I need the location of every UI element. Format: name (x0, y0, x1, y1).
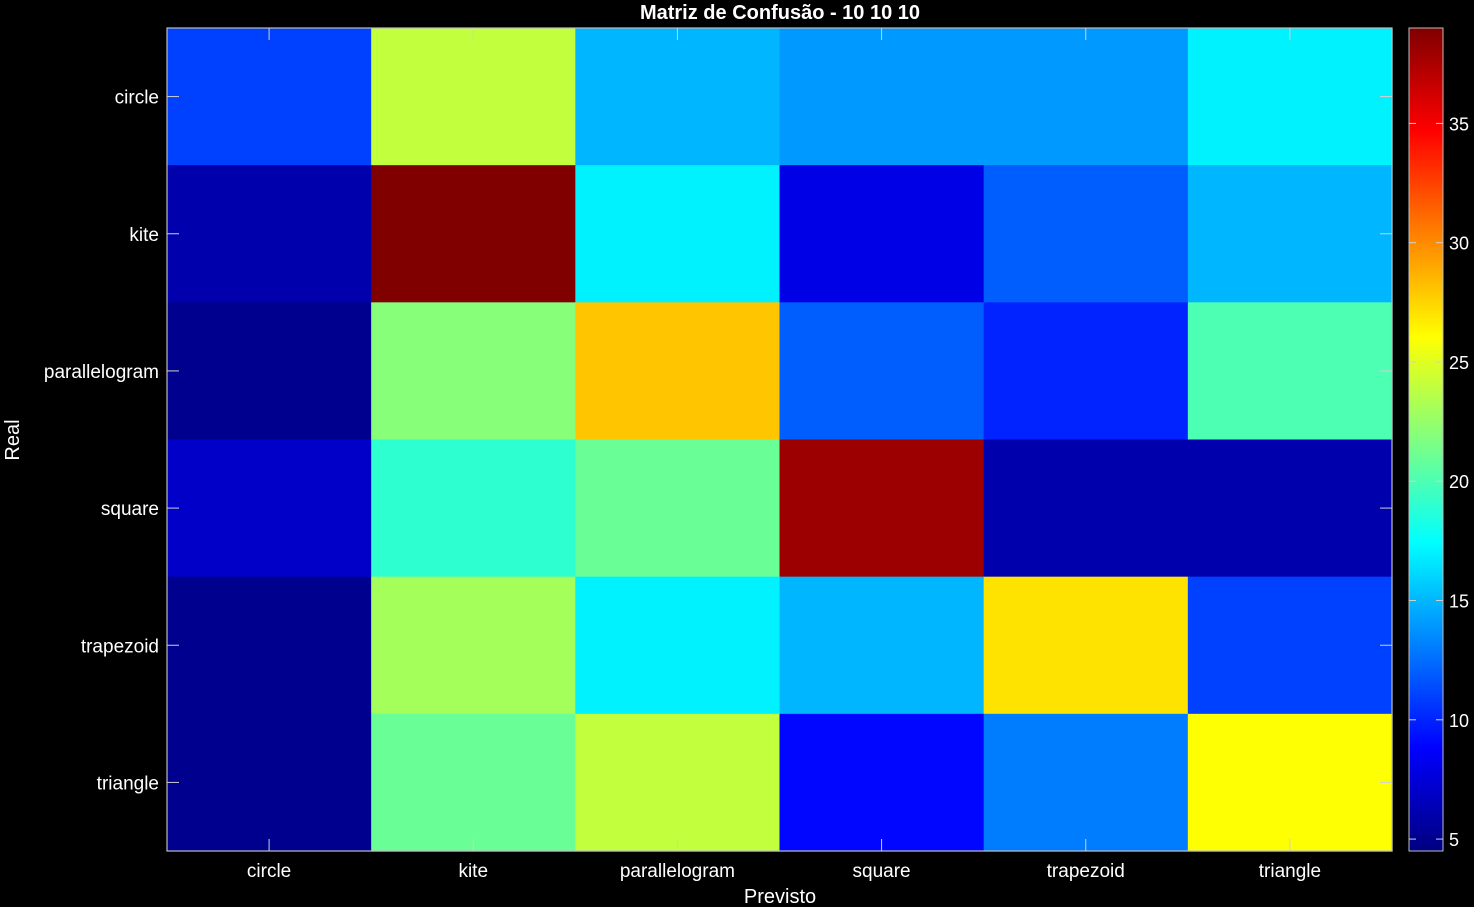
heatmap-cell (575, 576, 781, 715)
heatmap-cells (167, 28, 1393, 852)
x-tick-label: circle (247, 861, 291, 882)
heatmap-cell (1187, 302, 1393, 441)
y-tick-label: kite (129, 225, 159, 246)
heatmap-cell (371, 28, 576, 166)
heatmap-cell (167, 302, 372, 441)
heatmap-cell (983, 28, 1189, 166)
colorbar-tick-label: 10 (1449, 711, 1469, 731)
heatmap-cell (1187, 28, 1393, 166)
heatmap-cell (983, 576, 1189, 715)
heatmap-cell (983, 302, 1189, 441)
heatmap-cell (167, 439, 372, 578)
x-tick-label: trapezoid (1047, 861, 1125, 882)
x-axis-label: Previsto (744, 886, 816, 907)
heatmap-cell (371, 439, 576, 578)
colorbar-tick-label: 35 (1449, 114, 1469, 134)
heatmap-cell (575, 439, 781, 578)
heatmap-cell (1187, 165, 1393, 303)
x-tick-label: parallelogram (620, 861, 735, 882)
heatmap-cell (779, 439, 985, 578)
y-axis-label: Real (2, 419, 24, 460)
heatmap-cell (983, 439, 1189, 578)
y-tick-label: trapezoid (81, 636, 159, 657)
heatmap-cell (167, 713, 372, 852)
heatmap-cell (167, 165, 372, 303)
heatmap-cell (779, 28, 985, 166)
heatmap-cell (575, 713, 781, 852)
chart-title: Matriz de Confusão - 10 10 10 (640, 2, 920, 24)
x-tick-label: square (853, 861, 911, 882)
x-tick-label: triangle (1259, 861, 1321, 882)
colorbar-tick-label: 20 (1449, 472, 1469, 492)
y-tick-label: triangle (97, 773, 159, 794)
y-tick-labels: circle kite parallelogram square trapezoid tr… (44, 88, 1392, 794)
colorbar-tick-label: 15 (1449, 592, 1469, 612)
heatmap-cell (983, 713, 1189, 852)
heatmap-cell (167, 576, 372, 715)
heatmap-cell (779, 302, 985, 441)
heatmap-cell (575, 165, 781, 303)
x-tick-labels: circle kite parallelogram square trapezoid tr… (247, 28, 1321, 882)
heatmap-cell (371, 713, 576, 852)
colorbar-tick-label: 25 (1449, 353, 1469, 373)
colorbar-tick-label: 30 (1449, 234, 1469, 254)
y-tick-label: parallelogram (44, 362, 159, 383)
heatmap-cell (779, 713, 985, 852)
heatmap-cell (1187, 439, 1393, 578)
heatmap-cell (575, 28, 781, 166)
heatmap-cell (371, 576, 576, 715)
heatmap-cell (371, 165, 576, 303)
heatmap-cell (167, 28, 372, 166)
y-tick-label: circle (115, 88, 159, 109)
heatmap-cell (779, 576, 985, 715)
heatmap-cell (371, 302, 576, 441)
heatmap-cell (779, 165, 985, 303)
heatmap-cell (1187, 713, 1393, 852)
heatmap-cell (983, 165, 1189, 303)
colorbar: 5 10 15 20 25 30 35 (1408, 27, 1469, 852)
y-tick-label: square (101, 499, 159, 520)
plot-frame (166, 27, 1393, 852)
heatmap-cell (575, 302, 781, 441)
colorbar-frame (1408, 27, 1444, 852)
colorbar-tick-label: 5 (1449, 830, 1459, 850)
colorbar-gradient (1409, 28, 1443, 851)
heatmap-cell (1187, 576, 1393, 715)
x-tick-label: kite (458, 861, 488, 882)
